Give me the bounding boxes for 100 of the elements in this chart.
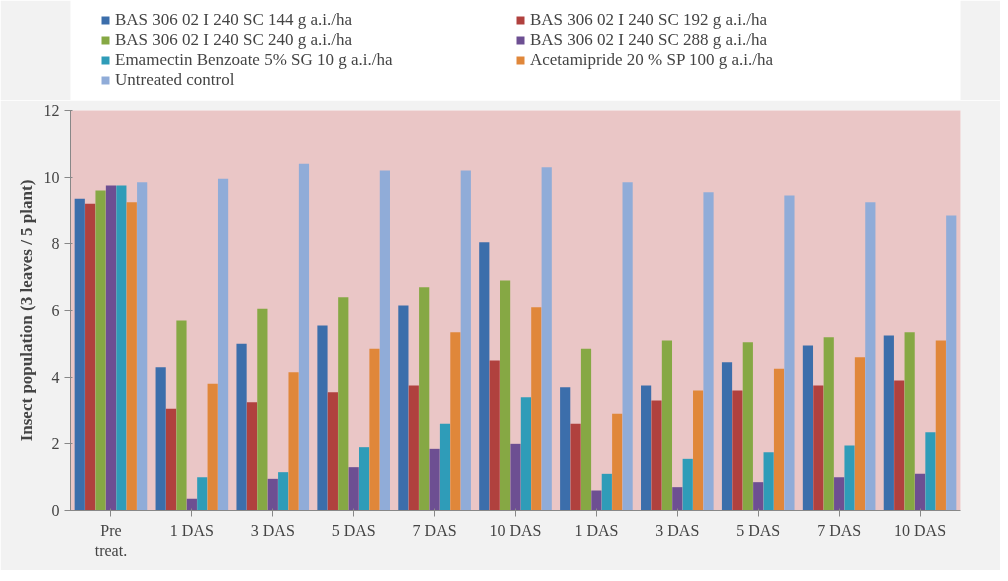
bar — [904, 332, 915, 511]
bar — [693, 390, 704, 511]
bar — [703, 192, 714, 511]
x-tick-label: 1 DAS — [169, 521, 214, 539]
bar — [883, 335, 894, 511]
bar — [116, 185, 127, 511]
bar — [369, 348, 380, 511]
bar — [479, 242, 490, 511]
bar — [500, 280, 511, 511]
legend-label: BAS 306 02 I 240 SC 288 g a.i./ha — [530, 30, 769, 50]
legend-label: Untreated control — [115, 70, 236, 90]
bar — [236, 343, 247, 511]
bar — [784, 195, 795, 511]
bar — [460, 170, 471, 511]
bar — [489, 360, 500, 511]
y-axis-title: Insect population (3 leaves / 5 plant) — [16, 179, 36, 442]
bar — [327, 392, 338, 511]
bar — [95, 190, 106, 511]
bar — [682, 458, 693, 511]
x-tick-label: 1 DAS — [574, 521, 619, 539]
bar — [894, 380, 905, 511]
bar — [419, 287, 430, 511]
y-tick-label: 8 — [51, 235, 60, 253]
x-tick-label: 10 DAS — [894, 521, 947, 539]
bar — [865, 202, 876, 511]
bar — [105, 185, 117, 511]
x-tick-label: 10 DAS — [489, 521, 542, 539]
y-tick-label: 4 — [51, 368, 60, 386]
bar — [531, 307, 542, 511]
bar — [74, 198, 85, 511]
bar — [823, 337, 834, 511]
bar — [914, 473, 926, 511]
bar — [267, 478, 278, 511]
bar — [742, 342, 753, 511]
bar — [854, 357, 866, 511]
bar — [520, 397, 531, 511]
bar — [622, 182, 633, 511]
bar — [358, 447, 370, 511]
bar — [773, 368, 785, 511]
bar — [398, 305, 409, 511]
x-tick-label: 7 DAS — [817, 521, 862, 539]
bar — [257, 308, 268, 511]
bar — [186, 498, 197, 511]
bar — [85, 203, 96, 511]
bar — [732, 390, 743, 511]
legend-label: Acetamipride 20 % SP 100 g a.i./ha — [530, 50, 774, 70]
legend-label: BAS 306 02 I 240 SC 144 g a.i./ha — [115, 10, 354, 30]
bar — [126, 202, 137, 511]
x-tick-label: 3 DAS — [655, 521, 700, 539]
bar — [721, 362, 733, 511]
bar — [197, 477, 208, 511]
y-tick-label: 0 — [51, 502, 60, 519]
bar — [288, 372, 299, 511]
bar — [317, 325, 328, 511]
bar — [946, 215, 957, 511]
y-tick-label: 6 — [51, 302, 60, 319]
bar — [137, 182, 148, 511]
bar — [429, 448, 440, 511]
bar — [601, 473, 612, 511]
x-tick-label: 5 DAS — [736, 521, 781, 539]
x-tick-label: 5 DAS — [331, 521, 376, 539]
bar — [298, 163, 310, 511]
bar — [672, 487, 683, 511]
bar — [661, 340, 673, 511]
bar — [510, 443, 521, 511]
bar — [560, 387, 571, 511]
bar — [935, 340, 946, 511]
bar — [834, 477, 845, 511]
bar — [641, 385, 652, 511]
x-tick-label: 3 DAS — [250, 521, 295, 539]
bar — [844, 445, 855, 511]
bar — [439, 423, 451, 511]
bar — [165, 408, 177, 511]
bar — [612, 413, 623, 511]
bar — [753, 482, 764, 511]
bar — [348, 467, 359, 511]
legend-label: BAS 306 02 I 240 SC 192 g a.i./ha — [530, 10, 769, 30]
bar — [813, 385, 824, 511]
y-tick-label: 10 — [43, 168, 60, 186]
bar — [763, 452, 774, 511]
y-tick-label: 12 — [43, 102, 60, 119]
bar — [408, 385, 419, 511]
y-tick-label: 2 — [51, 435, 60, 453]
bar — [450, 332, 461, 511]
bar — [570, 423, 581, 511]
bar — [925, 432, 936, 511]
legend-label: Emamectin Benzoate 5% SG 10 g a.i./ha — [115, 50, 394, 70]
bar — [217, 178, 229, 511]
bar — [338, 297, 349, 511]
bar — [591, 490, 602, 511]
bar — [580, 348, 592, 511]
bar — [278, 472, 289, 511]
bar — [176, 320, 187, 511]
bar — [541, 167, 552, 511]
x-tick-label: Pre treat. — [94, 521, 128, 559]
bar — [651, 400, 662, 511]
bar — [802, 345, 814, 511]
bar — [155, 367, 166, 511]
bar — [246, 402, 258, 511]
x-tick-label: 7 DAS — [412, 521, 457, 539]
